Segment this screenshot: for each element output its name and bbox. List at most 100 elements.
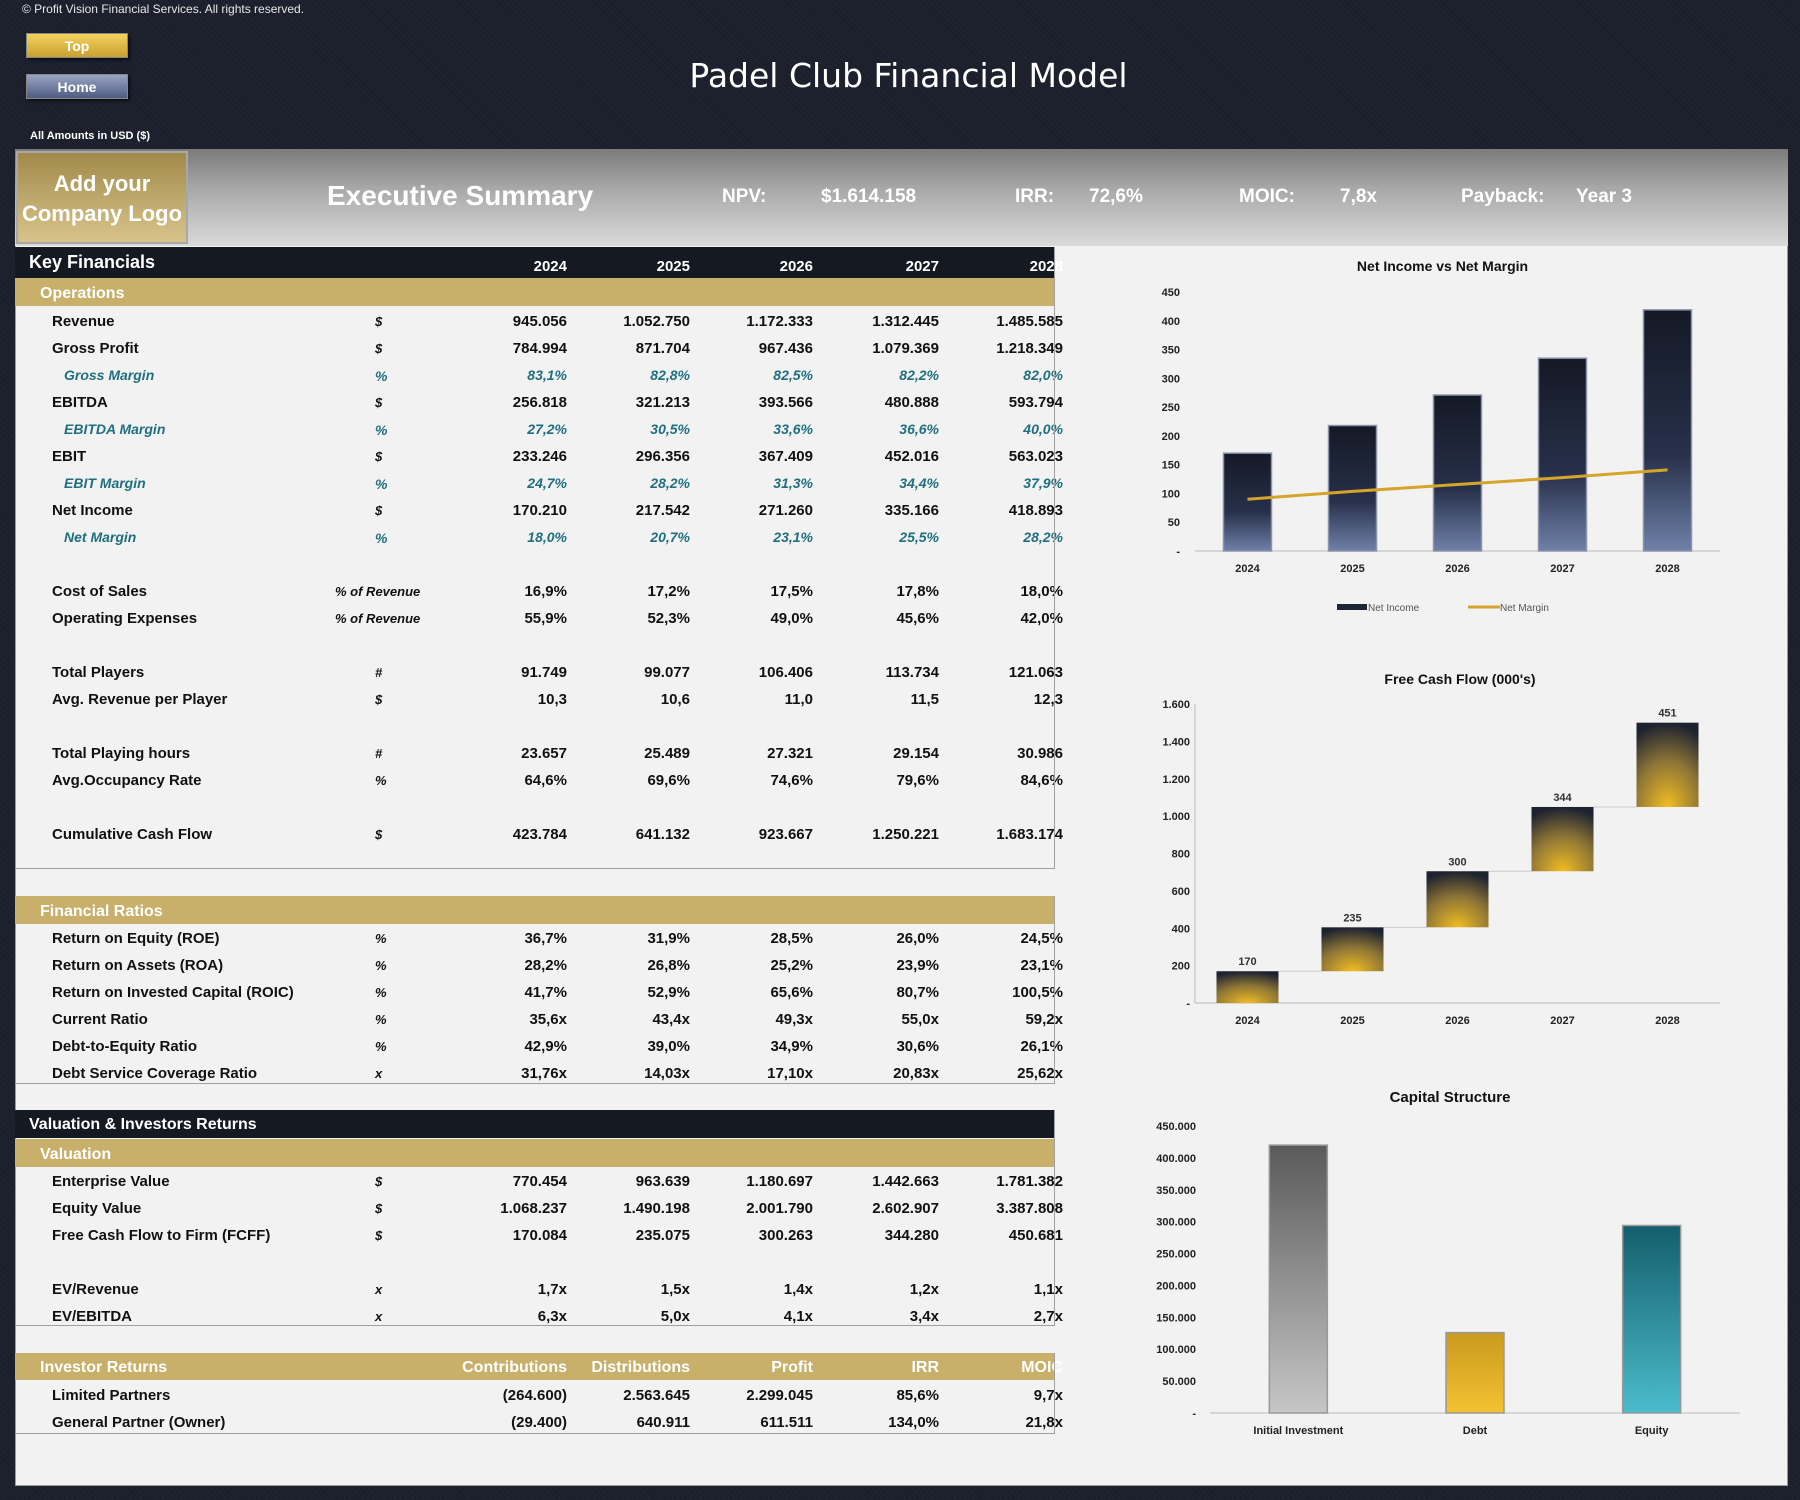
ratios-header: Financial Ratios <box>15 896 1055 924</box>
bar-equity <box>1621 1224 1682 1414</box>
table-row-return-on-assets-roa: Return on Assets (ROA)% 28,2% 26,8% 25,2% 23… <box>15 952 1063 979</box>
row-value: 271.260 <box>758 502 813 519</box>
logo-line-1: Add your <box>53 171 151 196</box>
bar-net-income-2028 <box>1642 309 1693 552</box>
currency-note: All Amounts in USD ($) <box>30 130 150 142</box>
row-label: Total Players <box>52 664 145 681</box>
row-label: EBITDA Margin <box>64 421 166 437</box>
y-tick-label: 50.000 <box>1162 1376 1196 1388</box>
row-label: General Partner (Owner) <box>52 1414 226 1431</box>
row-value: 217.542 <box>635 502 690 519</box>
legend-swatch-net-income <box>1337 604 1367 610</box>
row-value: 640.911 <box>636 1414 690 1431</box>
home-button[interactable]: Home <box>26 74 128 99</box>
row-value: 1.312.445 <box>872 313 939 330</box>
row-value: 31,3% <box>773 475 813 491</box>
row-value: 1,7x <box>537 1281 567 1298</box>
row-value: 784.994 <box>512 340 567 357</box>
row-value: 42,0% <box>1020 610 1063 627</box>
table-row-operating-expenses: Operating Expenses % of Revenue 55,9% 52,3%… <box>15 605 1063 632</box>
row-value: 36,7% <box>524 930 567 947</box>
row-value: 1,1x <box>1033 1281 1063 1298</box>
row-value: 25,5% <box>899 529 939 545</box>
y-tick-label: 350.000 <box>1156 1185 1196 1197</box>
row-label: Free Cash Flow to Firm (FCFF) <box>52 1227 271 1244</box>
row-value: 65,6% <box>770 984 813 1001</box>
data-label: 300 <box>1448 856 1466 868</box>
top-button[interactable]: Top <box>26 33 128 58</box>
company-logo-placeholder: Add your Company Logo <box>16 151 188 244</box>
row-value: 82,8% <box>650 367 690 383</box>
row-value: 945.056 <box>512 313 567 330</box>
y-tick-label: 400 <box>1162 316 1180 328</box>
row-label: Return on Assets (ROA) <box>52 957 224 974</box>
moic-label: MOIC: <box>1239 186 1295 207</box>
logo-line-2: Company Logo <box>21 201 183 226</box>
table-row-return-on-invested-capital-roic: Return on Invested Capital (ROIC)% 41,7% 5… <box>15 979 1063 1006</box>
table-row-limited-partners: Limited Partners (264.600) 2.563.645 2.299.… <box>15 1382 1063 1409</box>
investor-returns-title: Investor Returns <box>40 1359 168 1376</box>
table-row-current-ratio: Current Ratio% 35,6x 43,4x 49,3x 55,0x 59,2x <box>15 1006 1063 1033</box>
table-row-enterprise-value: Enterprise Value $770.454 963.639 1.180.697… <box>15 1168 1063 1195</box>
row-value: 33,6% <box>773 421 813 437</box>
operations-title: Operations <box>40 285 125 302</box>
row-label: Enterprise Value <box>52 1173 170 1190</box>
row-value: 17,10x <box>767 1065 813 1082</box>
row-unit: x <box>375 1066 383 1081</box>
row-label: Cumulative Cash Flow <box>52 826 213 843</box>
x-tick-label: 2026 <box>1445 1015 1469 1027</box>
ratios-title: Financial Ratios <box>40 903 163 920</box>
row-value: 17,5% <box>770 583 813 600</box>
row-value: 1.052.750 <box>623 313 690 330</box>
chart-title-fcf: Free Cash Flow (000's) <box>1384 671 1536 687</box>
row-value: 18,0% <box>1020 583 1063 600</box>
row-value: 1.079.369 <box>872 340 939 357</box>
row-value: 121.063 <box>1008 664 1063 681</box>
row-value: 641.132 <box>635 826 690 843</box>
row-label: EBIT Margin <box>64 475 146 491</box>
x-tick-label: Debt <box>1463 1425 1488 1437</box>
key-financials-header: Key Financials 2024 2025 2026 2027 2028 <box>15 247 1063 278</box>
row-label: Cost of Sales <box>52 583 148 600</box>
valuation-returns-header: Valuation & Investors Returns <box>15 1110 1055 1138</box>
row-value: 74,6% <box>770 772 813 789</box>
table-row-avg-occupancy-rate: Avg.Occupancy Rate% 64,6% 69,6% 74,6% 79,6% 8… <box>15 767 1063 794</box>
row-value: 80,7% <box>896 984 939 1001</box>
irr-label: IRR: <box>1015 186 1055 207</box>
col-distributions: Distributions <box>591 1359 690 1376</box>
row-unit: $ <box>375 1228 383 1243</box>
row-value: 170.084 <box>512 1227 567 1244</box>
row-unit: $ <box>375 1201 383 1216</box>
row-unit: x <box>375 1309 383 1324</box>
row-value: 28,2% <box>650 475 690 491</box>
row-label: Revenue <box>52 313 115 330</box>
row-value: 20,7% <box>650 529 690 545</box>
y-tick-label: 200 <box>1172 961 1190 973</box>
row-value: 69,6% <box>647 772 690 789</box>
y-tick-label: 200 <box>1162 431 1180 443</box>
row-value: 100,5% <box>1012 984 1063 1001</box>
x-tick-label: 2024 <box>1235 1015 1260 1027</box>
row-value: 593.794 <box>1008 394 1063 411</box>
row-unit: $ <box>375 827 383 842</box>
row-value: 393.566 <box>758 394 813 411</box>
payback-value: Year 3 <box>1576 186 1632 207</box>
bar-net-income-2026 <box>1432 394 1483 552</box>
row-value: 24,7% <box>527 475 567 491</box>
row-value: 28,2% <box>524 957 567 974</box>
row-label: Net Income <box>52 502 133 519</box>
row-value: 16,9% <box>524 583 567 600</box>
table-row-return-on-equity-roe: Return on Equity (ROE)% 36,7% 31,9% 28,5% 26… <box>15 925 1063 952</box>
row-value: 91.749 <box>521 664 567 681</box>
table-row-gross-margin: Gross Margin% 83,1% 82,8% 82,5% 82,2% 82,0% <box>15 362 1063 389</box>
table-row-debt-service-coverage-ratio: Debt Service Coverage Ratio x 31,76x 14,03x… <box>15 1060 1063 1087</box>
y-tick-label: 600 <box>1172 886 1190 898</box>
table-border <box>1054 247 1055 868</box>
x-tick-label: 2028 <box>1655 1015 1679 1027</box>
row-value: 21,8x <box>1025 1414 1063 1431</box>
row-value: 871.704 <box>635 340 690 357</box>
row-unit: $ <box>375 449 383 464</box>
row-label: EBIT <box>52 448 87 465</box>
row-value: 1.180.697 <box>746 1173 813 1190</box>
divider <box>15 1083 1055 1084</box>
